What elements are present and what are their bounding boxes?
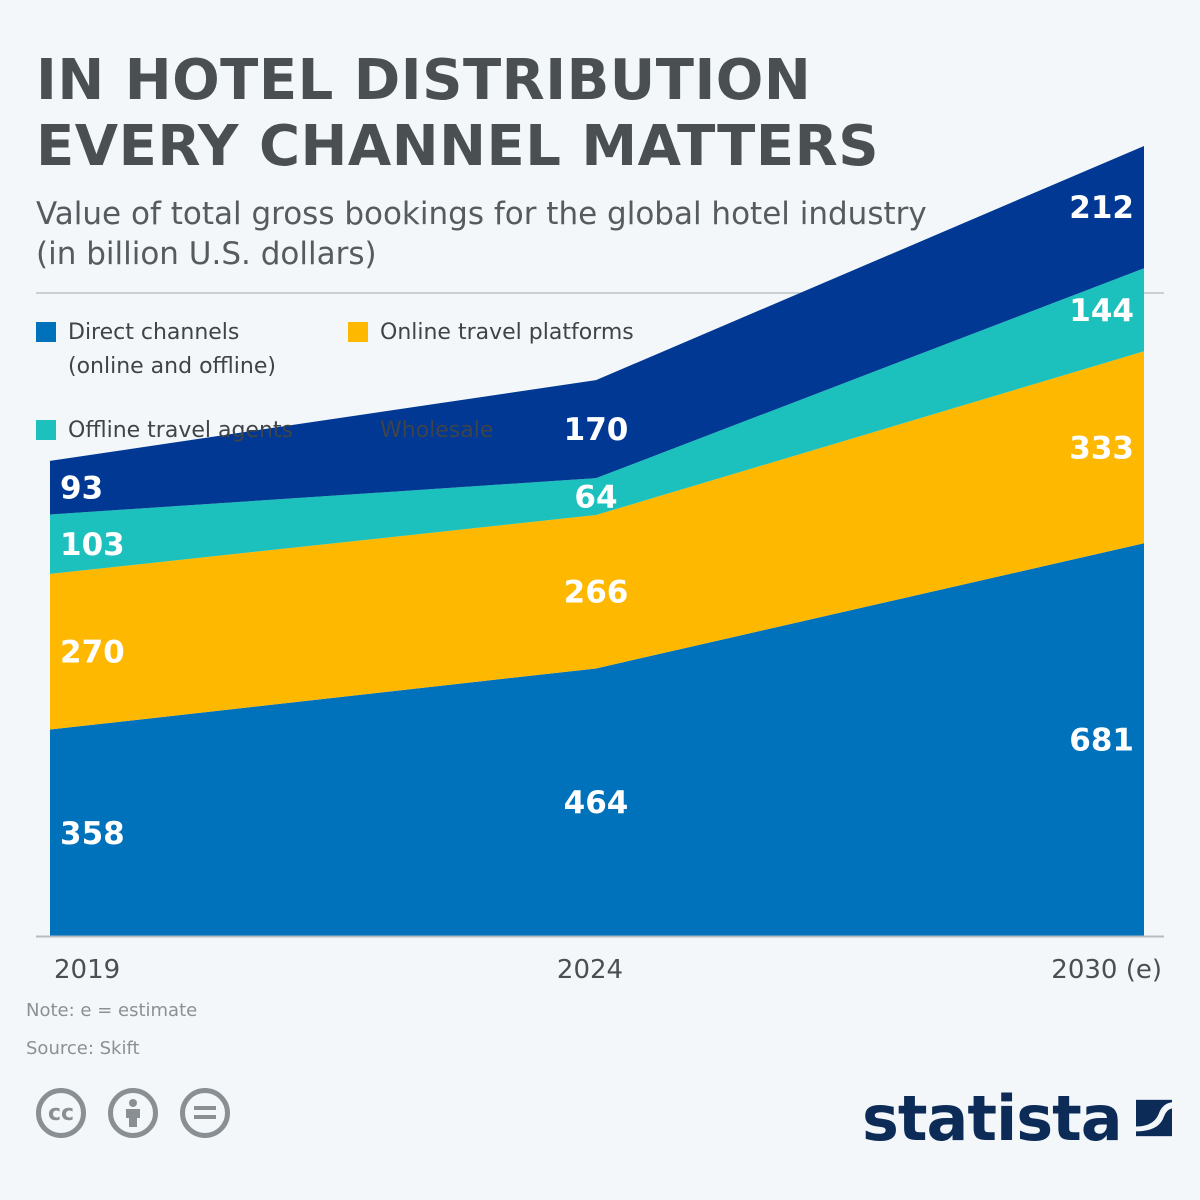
data-label: 144 xyxy=(1069,293,1134,329)
chart-title: IN HOTEL DISTRIBUTION EVERY CHANNEL MATT… xyxy=(36,48,1156,180)
title-line-2: EVERY CHANNEL MATTERS xyxy=(36,114,880,179)
equals-glyph xyxy=(194,1106,216,1119)
area-series-1 xyxy=(50,351,1144,730)
legend-swatch-wholesale xyxy=(348,420,368,440)
data-label: 358 xyxy=(60,816,125,852)
footnote: Note: e = estimate xyxy=(26,1000,198,1021)
data-label: 266 xyxy=(564,575,629,611)
data-label: 170 xyxy=(564,412,629,448)
data-label: 103 xyxy=(60,527,125,563)
data-label: 681 xyxy=(1069,723,1134,759)
brand-name: statista xyxy=(862,1081,1123,1155)
area-series-3 xyxy=(50,146,1144,515)
subtitle-line-1: Value of total gross bookings for the gl… xyxy=(36,196,927,232)
x-tick-label: 2019 xyxy=(54,955,120,985)
legend-swatch-direct xyxy=(36,322,56,342)
area-series-2 xyxy=(50,268,1144,574)
x-tick-label: 2030 (e) xyxy=(1051,955,1162,985)
header-divider xyxy=(36,292,1164,294)
data-label: 64 xyxy=(574,480,617,516)
x-tick-label: 2024 xyxy=(557,955,623,985)
legend-label-wholesale: Wholesale xyxy=(380,418,494,443)
data-label: 333 xyxy=(1069,430,1134,466)
legend-item-direct: Direct channels (online and offline) xyxy=(36,316,276,384)
person-glyph xyxy=(126,1099,140,1127)
legend-item-offline: Offline travel agents xyxy=(36,414,293,448)
subtitle-line-2: (in billion U.S. dollars) xyxy=(36,236,377,272)
by-person-icon[interactable] xyxy=(108,1088,158,1138)
legend-item-online: Online travel platforms xyxy=(348,316,634,350)
area-series-0 xyxy=(50,543,1144,936)
chart-subtitle: Value of total gross bookings for the gl… xyxy=(36,194,1036,274)
data-label: 93 xyxy=(60,471,103,507)
cc-icon[interactable]: cc xyxy=(36,1088,86,1138)
legend-label-direct-line2: (online and offline) xyxy=(68,354,276,379)
legend-label-offline: Offline travel agents xyxy=(68,418,293,443)
data-label: 212 xyxy=(1069,190,1134,226)
legend-item-wholesale: Wholesale xyxy=(348,414,493,448)
data-label: 464 xyxy=(564,785,629,821)
stacked-area-chart: 358 464 681 270 266 333 103 64 144 93 170 212 2019 20… xyxy=(36,146,1164,985)
statista-logo[interactable]: statista xyxy=(862,1078,1172,1158)
legend-label-online: Online travel platforms xyxy=(380,320,634,345)
nd-equals-icon[interactable] xyxy=(180,1088,230,1138)
legend-swatch-offline xyxy=(36,420,56,440)
statista-mark-icon xyxy=(1135,1099,1172,1137)
legend-swatch-online xyxy=(348,322,368,342)
title-line-1: IN HOTEL DISTRIBUTION xyxy=(36,48,812,113)
source-note: Source: Skift xyxy=(26,1038,140,1059)
data-label: 270 xyxy=(60,635,125,671)
legend-label-direct-line1: Direct channels xyxy=(68,320,240,345)
